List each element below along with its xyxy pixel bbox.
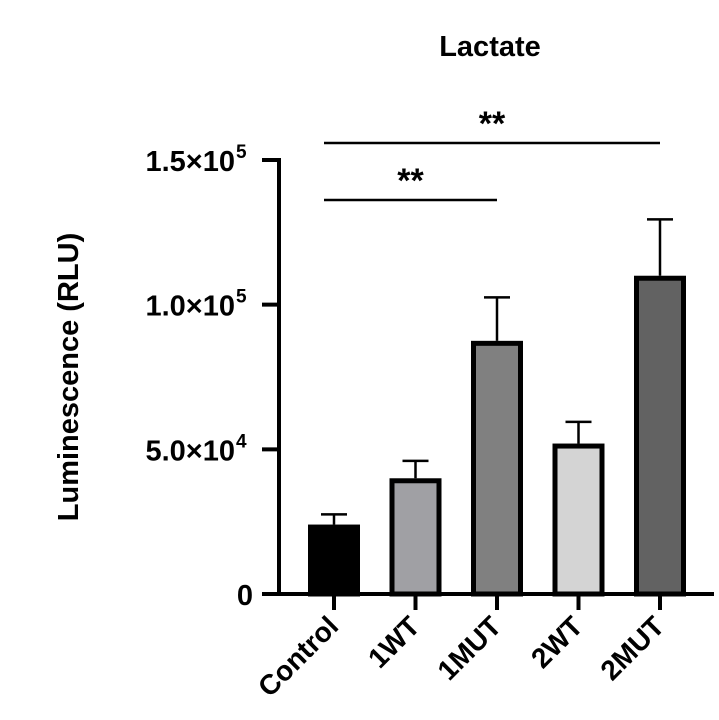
bar-rect: [389, 478, 442, 597]
bar-rect: [308, 524, 360, 597]
x-tick-label: 1WT: [362, 610, 426, 674]
chart-title: Lactate: [439, 31, 541, 63]
y-tick-exponent: 5: [236, 142, 247, 163]
bar-1mut: [471, 296, 523, 597]
y-tick-label: 5.0×10: [145, 435, 235, 467]
y-tick-exponent: 5: [236, 287, 247, 308]
bar-2mut: [634, 218, 686, 597]
bar-rect: [552, 443, 605, 597]
x-axis: Control 1WT 1MUT 2WT 2MUT: [252, 592, 714, 703]
bar-rect: [634, 275, 686, 597]
significance-label: **: [397, 162, 424, 200]
x-tick-label: 2WT: [525, 610, 589, 674]
y-tick-exponent: 4: [236, 431, 247, 452]
x-tick-label: 2MUT: [594, 610, 670, 686]
bar-2wt: [552, 420, 605, 597]
bars: [308, 218, 686, 597]
y-axis: 05.0×10 41.0×10 51.5×10 5: [145, 142, 281, 612]
significance-annotations: ** **: [324, 105, 660, 202]
bar-rect: [471, 340, 523, 597]
bar-1wt: [389, 459, 442, 597]
y-tick-label: 1.5×10: [145, 146, 235, 178]
significance-label: **: [479, 105, 506, 143]
x-tick-label: Control: [252, 610, 344, 702]
x-tick-label: 1MUT: [431, 610, 507, 686]
y-axis-label: Luminescence (RLU): [53, 233, 85, 521]
y-tick-label: 1.0×10: [145, 291, 235, 323]
bar-control: [308, 513, 360, 597]
y-tick-label: 0: [237, 580, 253, 612]
